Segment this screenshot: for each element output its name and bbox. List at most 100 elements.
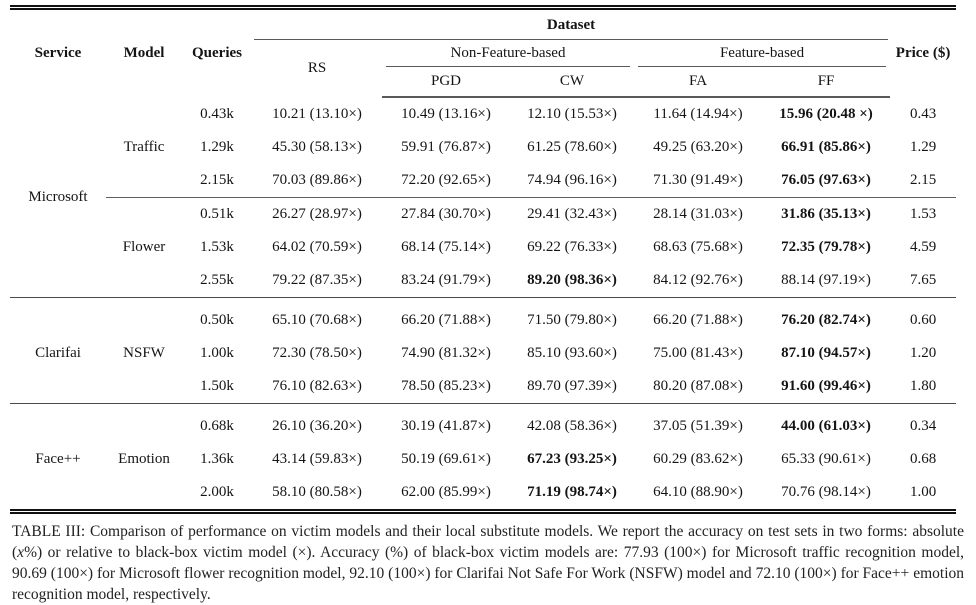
rs-cell: 64.02 (70.59×) — [272, 239, 362, 255]
queries-cell: 0.68k — [200, 417, 234, 434]
table-row: 1.50k 76.10 (82.63×) 78.50 (85.23×) 89.7… — [10, 370, 957, 404]
ff-cell: 31.86 (35.13×) — [781, 206, 871, 222]
queries-cell: 1.36k — [200, 451, 234, 467]
queries-cell: 0.43k — [200, 105, 234, 122]
rs-cell: 72.30 (78.50×) — [272, 345, 362, 361]
queries-cell: 0.51k — [200, 206, 234, 222]
model-cell-emotion: Emotion — [118, 450, 170, 467]
col-header-non-feature-based: Non-Feature-based — [382, 40, 634, 67]
rs-cell: 79.22 (87.35×) — [252, 264, 382, 298]
fa-cell: 60.29 (83.62×) — [653, 451, 743, 467]
col-header-ff: FF — [762, 67, 891, 98]
queries-cell: 1.00k — [200, 345, 234, 361]
dataset-header-label: Dataset — [254, 13, 889, 40]
col-header-cw: CW — [510, 67, 634, 98]
price-cell: 0.34 — [909, 417, 937, 434]
col-header-model: Model — [123, 45, 165, 61]
fa-cell: 66.20 (71.88×) — [653, 311, 743, 328]
pgd-cell: 30.19 (41.87×) — [401, 417, 491, 434]
pgd-cell: 78.50 (85.23×) — [382, 370, 510, 404]
rs-cell: 43.14 (59.83×) — [272, 451, 362, 467]
cw-cell: 61.25 (78.60×) — [527, 139, 617, 155]
queries-cell: 0.50k — [200, 311, 234, 328]
fa-cell: 64.10 (88.90×) — [653, 484, 743, 500]
col-header-rs: RS — [307, 60, 327, 76]
fa-cell: 11.64 (14.94×) — [653, 106, 743, 122]
queries-cell: 2.15k — [182, 164, 252, 198]
cw-cell: 85.10 (93.60×) — [527, 345, 617, 361]
col-header-feature-based: Feature-based — [634, 40, 890, 67]
table-caption: TABLE III: Comparison of performance on … — [12, 521, 964, 605]
cw-cell: 12.10 (15.53×) — [527, 106, 617, 122]
price-cell: 1.00 — [909, 484, 937, 500]
ff-cell: 72.35 (79.78×) — [781, 239, 871, 255]
table-row: 2.55k 79.22 (87.35×) 83.24 (91.79×) 89.2… — [10, 264, 957, 298]
caption-text-after-var: %) or relative to black-box victim model… — [12, 544, 964, 603]
price-cell: 1.20 — [909, 345, 937, 361]
rs-cell: 10.21 (13.10×) — [272, 105, 362, 122]
cw-cell: 67.23 (93.25×) — [527, 451, 617, 467]
col-header-fa: FA — [634, 67, 762, 98]
caption-math-var: x — [17, 544, 25, 561]
table-row: 2.15k 70.03 (89.86×) 72.20 (92.65×) 74.9… — [10, 164, 957, 198]
rs-cell: 45.30 (58.13×) — [272, 139, 362, 155]
feature-based-label: Feature-based — [638, 44, 887, 67]
pgd-cell: 50.19 (69.61×) — [401, 451, 491, 467]
col-header-queries: Queries — [192, 45, 242, 61]
price-cell: 7.65 — [890, 264, 957, 298]
table-row: 2.00k 58.10 (80.58×) 62.00 (85.99×) 71.1… — [10, 476, 956, 509]
ff-cell: 44.00 (61.03×) — [781, 417, 871, 434]
service-cell-clarifai: Clarifai — [10, 297, 106, 404]
table-row: 1.53k 64.02 (70.59×) 68.14 (75.14×) 69.2… — [10, 231, 956, 264]
rs-cell: 65.10 (70.68×) — [272, 311, 362, 328]
price-cell: 0.60 — [909, 311, 937, 328]
pgd-cell: 66.20 (71.88×) — [401, 311, 491, 328]
pgd-cell: 10.49 (13.16×) — [401, 106, 491, 122]
col-header-pgd: PGD — [382, 67, 510, 98]
price-cell: 1.29 — [909, 139, 937, 155]
rs-cell: 26.10 (36.20×) — [272, 417, 362, 434]
price-cell: 0.43 — [909, 105, 937, 122]
model-cell-traffic: Traffic — [106, 97, 182, 198]
pgd-cell: 27.84 (30.70×) — [401, 206, 491, 222]
price-cell: 1.80 — [890, 370, 957, 404]
table-row: 1.29k 45.30 (58.13×) 59.91 (76.87×) 61.2… — [10, 131, 956, 164]
price-cell: 1.53 — [909, 206, 937, 222]
table-row: 1.00k 72.30 (78.50×) 74.90 (81.32×) 85.1… — [10, 337, 956, 370]
fa-cell: 71.30 (91.49×) — [634, 164, 762, 198]
table-row: Flower 0.51k 26.27 (28.97×) 27.84 (30.70… — [10, 197, 956, 298]
rs-cell: 58.10 (80.58×) — [272, 484, 362, 500]
ff-cell: 91.60 (99.46×) — [762, 370, 891, 404]
queries-cell: 1.53k — [200, 239, 234, 255]
pgd-cell: 62.00 (85.99×) — [401, 484, 491, 500]
pgd-cell: 59.91 (76.87×) — [401, 139, 491, 155]
cw-cell: 71.19 (98.74×) — [527, 484, 617, 500]
non-feature-based-label: Non-Feature-based — [386, 44, 630, 67]
results-table: Service Model Queries Dataset Price ($) … — [10, 10, 957, 509]
cw-cell: 29.41 (32.43×) — [527, 206, 617, 222]
fa-cell: 49.25 (63.20×) — [653, 139, 743, 155]
model-cell-flower: Flower — [106, 197, 182, 298]
ff-cell: 76.20 (82.74×) — [781, 311, 871, 328]
table-row: Microsoft Traffic 0.43k 10.21 (13.10×) 1… — [10, 97, 956, 298]
fa-cell: 75.00 (81.43×) — [653, 345, 743, 361]
fa-cell: 37.05 (51.39×) — [653, 417, 743, 434]
ff-cell: 88.14 (97.19×) — [762, 264, 891, 298]
cw-cell: 74.94 (96.16×) — [510, 164, 634, 198]
ff-cell: 65.33 (90.61×) — [781, 451, 871, 467]
cw-cell: 69.22 (76.33×) — [527, 239, 617, 255]
fa-cell: 84.12 (92.76×) — [634, 264, 762, 298]
queries-cell: 1.50k — [182, 370, 252, 404]
cw-cell: 71.50 (79.80×) — [527, 311, 617, 328]
ff-cell: 70.76 (98.14×) — [781, 484, 871, 500]
service-cell-microsoft: Microsoft — [10, 97, 106, 298]
table-row: Clarifai NSFW 0.50k 65.10 (70.68×) 66.20… — [10, 297, 956, 404]
cw-cell: 89.20 (98.36×) — [510, 264, 634, 298]
fa-cell: 68.63 (75.68×) — [653, 239, 743, 255]
fa-cell: 28.14 (31.03×) — [653, 206, 743, 222]
pgd-cell: 74.90 (81.32×) — [401, 345, 491, 361]
rs-cell: 76.10 (82.63×) — [252, 370, 382, 404]
pgd-cell: 72.20 (92.65×) — [382, 164, 510, 198]
price-cell: 0.68 — [909, 451, 937, 467]
queries-cell: 2.00k — [200, 484, 234, 500]
